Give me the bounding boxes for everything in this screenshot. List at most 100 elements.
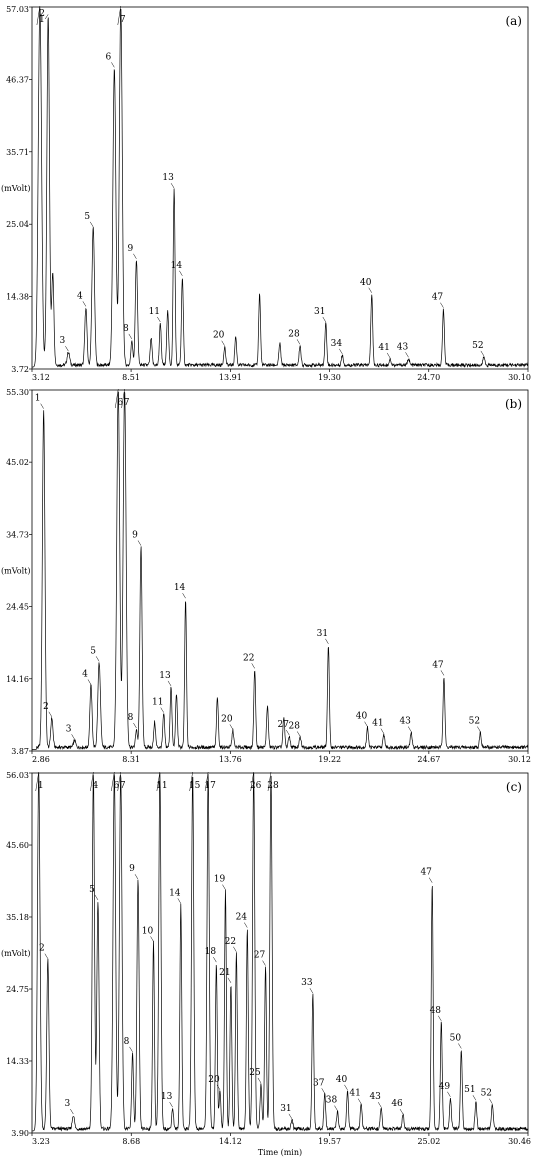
peak-label: 3	[64, 1099, 70, 1109]
peak-leader	[117, 5, 122, 26]
plot-frame	[31, 6, 529, 370]
peak-label: 52	[469, 717, 480, 727]
peak-label: 8	[128, 713, 134, 723]
peak-leader	[288, 1113, 293, 1120]
peak-label: 31	[317, 629, 328, 639]
peak-leader	[44, 14, 49, 20]
peak-label: 9	[129, 864, 135, 874]
chromatogram-trace	[32, 7, 528, 368]
peak-label: 47	[432, 660, 444, 670]
peak-label: 19	[214, 875, 226, 885]
peak-label: 28	[267, 781, 279, 791]
peak-leader	[296, 339, 301, 345]
peak-label: 31	[314, 307, 325, 317]
chromatogram-trace	[32, 391, 528, 751]
peak-leader	[386, 352, 391, 359]
peak-label: 2	[43, 702, 49, 712]
peak-label: 13	[161, 1092, 173, 1102]
peak-leader	[70, 1108, 74, 1115]
peak-label: 14	[174, 583, 186, 593]
x-tick-label: 30.10	[508, 373, 531, 382]
peak-label: 50	[450, 1033, 462, 1043]
peak-label: 6	[113, 781, 119, 791]
peak-label: 7	[120, 15, 126, 25]
peak-label: 41	[372, 719, 383, 729]
panel-b: 55.30 45.02 34.73 24.45 14.16 3.872.86 8.31 13.…	[1, 388, 531, 764]
peak-label: 52	[472, 341, 483, 351]
peak-leader	[250, 771, 254, 792]
peak-label: 41	[349, 1089, 360, 1099]
peak-label: 4	[82, 670, 88, 680]
y-tick-label: 56.03	[6, 771, 29, 780]
peak-leader	[111, 62, 115, 68]
x-tick-label: 14.12	[219, 1137, 242, 1146]
peak-leader	[229, 724, 234, 730]
peak-leader	[182, 593, 186, 599]
peak-leader	[334, 1105, 338, 1111]
peak-label: 43	[369, 1092, 381, 1102]
peak-leader	[244, 922, 248, 928]
peak-leader	[309, 988, 314, 994]
peak-label: 4	[93, 781, 99, 791]
peak-label: 17	[204, 781, 216, 791]
peak-label: 11	[156, 781, 167, 791]
peak-label: 31	[280, 1104, 291, 1114]
peak-leader	[286, 729, 290, 736]
peak-label: 9	[128, 244, 134, 254]
peak-label: 43	[397, 342, 409, 352]
peak-label: 47	[420, 868, 432, 878]
panel-label: (c)	[506, 780, 522, 794]
peak-label: 38	[326, 1096, 338, 1106]
peak-leader	[204, 771, 209, 792]
peak-leader	[169, 1102, 173, 1108]
peak-leader	[227, 977, 232, 983]
panel-label: (a)	[505, 14, 522, 28]
x-tick-label: 30.12	[508, 755, 531, 764]
peak-label: 13	[162, 173, 174, 183]
peak-label: 1	[38, 781, 44, 791]
peak-leader	[322, 316, 326, 323]
peak-label: 33	[301, 978, 313, 988]
peak-leader	[447, 1091, 451, 1097]
peak-leader	[344, 1084, 348, 1091]
y-tick-label: 3.90	[11, 1129, 29, 1138]
y-axis-label: (mVolt)	[1, 567, 30, 576]
x-tick-label: 8.68	[122, 1137, 140, 1146]
peak-label: 41	[378, 343, 389, 353]
peak-leader	[364, 721, 368, 727]
peak-leader	[480, 350, 485, 357]
peak-leader	[128, 333, 133, 340]
peak-label: 46	[391, 1099, 403, 1109]
x-tick-label: 19.57	[318, 1137, 341, 1146]
peak-leader	[489, 1098, 493, 1104]
y-tick-label: 14.38	[6, 293, 29, 302]
plot-frame	[31, 389, 529, 752]
peak-label: 40	[336, 1075, 348, 1085]
peak-label: 22	[243, 653, 254, 663]
x-tick-label: 3.12	[32, 373, 50, 382]
peak-leader	[213, 956, 217, 963]
peak-label: 22	[225, 937, 236, 947]
y-tick-label: 34.73	[6, 530, 29, 539]
peak-label: 14	[169, 888, 181, 898]
peak-label: 47	[432, 293, 444, 303]
peak-label: 51	[464, 1085, 475, 1095]
x-tick-label: 13.76	[219, 755, 242, 764]
peak-leader	[440, 302, 444, 308]
peak-leader	[40, 403, 44, 409]
peak-label: 1	[35, 394, 41, 404]
peak-leader	[339, 348, 343, 355]
peak-label: 3	[60, 336, 66, 346]
y-tick-label: 35.18	[6, 913, 29, 922]
peak-leader	[133, 722, 137, 729]
peak-label: 52	[481, 1089, 492, 1099]
peak-label: 28	[288, 721, 300, 731]
peak-leader	[472, 1095, 477, 1101]
y-tick-label: 46.37	[6, 75, 29, 84]
peak-label: 18	[205, 947, 217, 957]
x-tick-label: 3.23	[32, 1137, 50, 1146]
peak-leader	[134, 874, 139, 880]
y-tick-label: 24.45	[6, 603, 29, 612]
peak-label: 20	[213, 331, 225, 341]
peak-label: 25	[249, 1068, 261, 1078]
